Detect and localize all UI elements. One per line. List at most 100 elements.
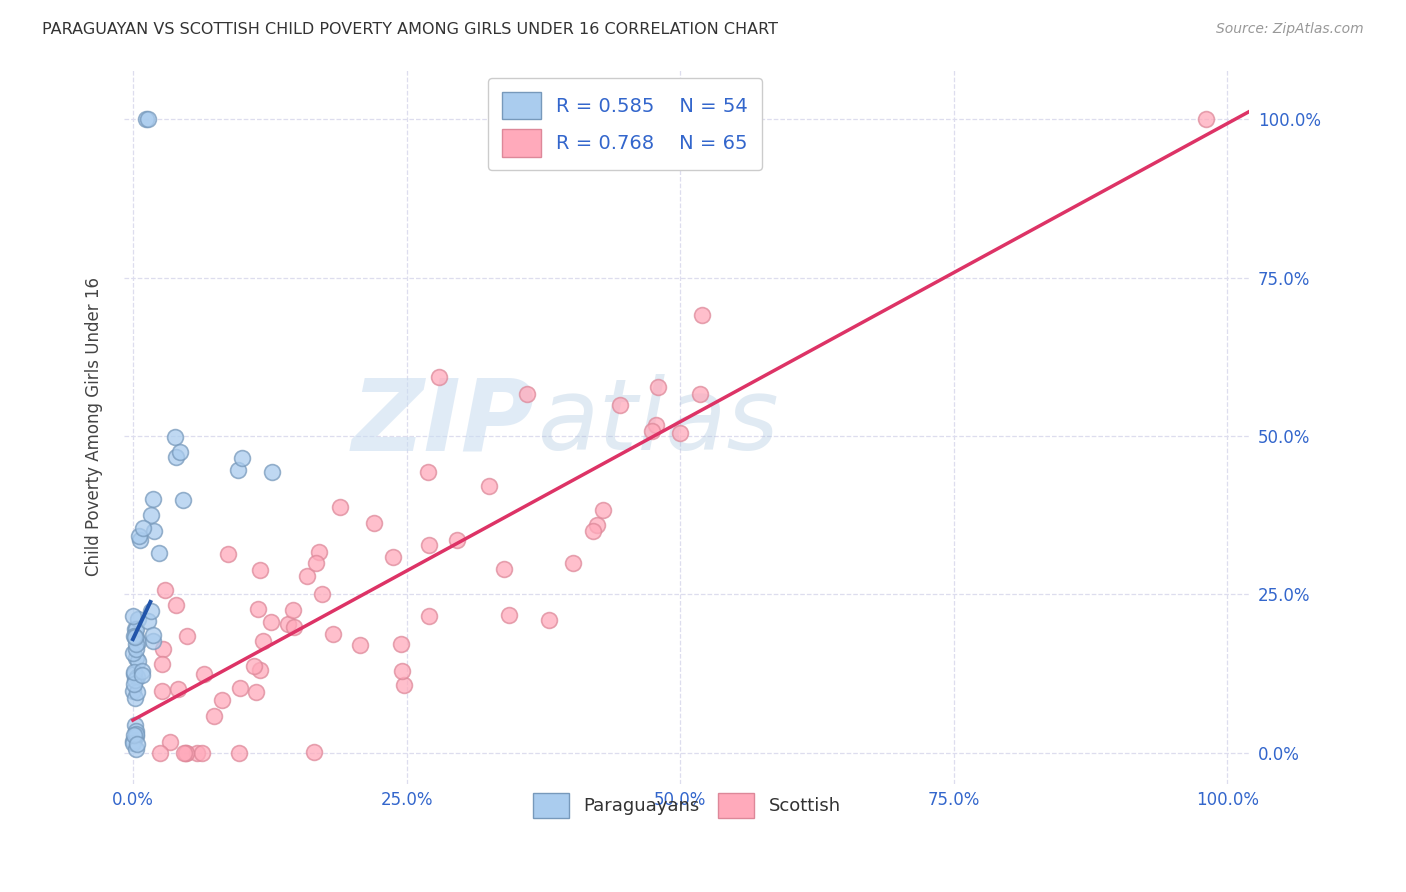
Point [262, 466, 284, 480]
Point [186, 746, 208, 760]
Point [131, 664, 153, 678]
Point [163, 430, 186, 444]
Point [592, 502, 614, 516]
Point [516, 387, 538, 401]
Point [174, 746, 197, 760]
Point [149, 746, 172, 760]
Point [122, 677, 145, 691]
Point [311, 587, 333, 601]
Text: ZIP: ZIP [352, 375, 534, 471]
Point [249, 564, 271, 578]
Point [122, 734, 145, 748]
Point [174, 746, 197, 760]
Point [124, 629, 146, 643]
Point [389, 637, 412, 651]
Point [302, 745, 325, 759]
Point [127, 612, 149, 626]
Point [229, 681, 252, 695]
Point [125, 651, 148, 665]
Point [281, 603, 304, 617]
Point [382, 549, 405, 564]
Point [132, 521, 155, 535]
Point [190, 746, 212, 760]
Point [537, 613, 560, 627]
Point [305, 556, 328, 570]
Point [689, 387, 711, 401]
Point [125, 622, 148, 636]
Point [211, 692, 233, 706]
Point [243, 658, 266, 673]
Point [446, 533, 468, 548]
Point [308, 545, 330, 559]
Point [128, 529, 150, 543]
Point [139, 604, 162, 618]
Point [124, 622, 146, 636]
Point [217, 547, 239, 561]
Point [122, 646, 145, 660]
Point [322, 627, 344, 641]
Point [245, 685, 267, 699]
Point [152, 641, 174, 656]
Point [166, 681, 188, 696]
Point [169, 445, 191, 459]
Point [391, 664, 413, 678]
Point [124, 637, 146, 651]
Point [125, 737, 148, 751]
Point [277, 617, 299, 632]
Point [418, 609, 440, 624]
Point [645, 417, 668, 432]
Point [148, 545, 170, 559]
Point [122, 608, 145, 623]
Point [172, 492, 194, 507]
Point [247, 601, 270, 615]
Point [127, 670, 149, 684]
Point [127, 685, 149, 699]
Point [159, 735, 181, 749]
Point [124, 718, 146, 732]
Point [136, 614, 159, 628]
Point [124, 665, 146, 679]
Point [581, 524, 603, 538]
Point [562, 556, 585, 570]
Point [427, 370, 450, 384]
Point [143, 524, 166, 538]
Point [690, 309, 713, 323]
Point [142, 491, 165, 506]
Point [228, 746, 250, 760]
Point [202, 708, 225, 723]
Point [392, 678, 415, 692]
Point [124, 691, 146, 706]
Point [492, 562, 515, 576]
Point [153, 582, 176, 597]
Point [283, 620, 305, 634]
Point [647, 380, 669, 394]
Point [122, 683, 145, 698]
Point [231, 451, 253, 466]
Point [226, 463, 249, 477]
Point [1194, 112, 1216, 127]
Point [150, 657, 173, 672]
Point [125, 642, 148, 657]
Point [363, 516, 385, 531]
Legend: Paraguayans, Scottish: Paraguayans, Scottish [526, 786, 848, 825]
Point [135, 112, 157, 127]
Point [142, 633, 165, 648]
Point [165, 599, 187, 613]
Text: PARAGUAYAN VS SCOTTISH CHILD POVERTY AMONG GIRLS UNDER 16 CORRELATION CHART: PARAGUAYAN VS SCOTTISH CHILD POVERTY AMO… [42, 22, 778, 37]
Point [586, 518, 609, 533]
Point [193, 667, 215, 681]
Point [418, 538, 440, 552]
Point [176, 629, 198, 643]
Point [609, 398, 631, 412]
Point [125, 723, 148, 738]
Point [165, 450, 187, 465]
Point [349, 638, 371, 652]
Point [669, 426, 692, 441]
Point [329, 500, 352, 515]
Point [128, 533, 150, 547]
Point [125, 630, 148, 644]
Point [125, 727, 148, 741]
Point [122, 736, 145, 750]
Point [141, 508, 163, 523]
Point [295, 568, 318, 582]
